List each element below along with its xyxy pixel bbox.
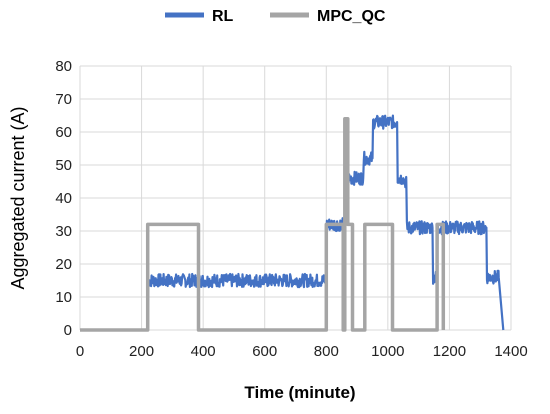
y-tick-label: 80	[55, 58, 72, 75]
y-tick-label: 0	[64, 322, 72, 339]
y-tick-label: 60	[55, 124, 72, 141]
legend-label-rl: RL	[212, 8, 234, 25]
x-tick-label: 1400	[494, 343, 527, 360]
x-tick-label: 400	[191, 343, 216, 360]
x-tick-label: 1200	[433, 343, 466, 360]
legend-label-mpc-qc: MPC_QC	[317, 8, 386, 25]
x-tick-label: 600	[252, 343, 277, 360]
x-tick-label: 800	[314, 343, 339, 360]
x-axis-title: Time (minute)	[244, 383, 355, 402]
y-axis-title: Aggregated current (A)	[8, 106, 28, 289]
y-tick-label: 20	[55, 256, 72, 273]
legend: RL MPC_QC	[165, 8, 386, 25]
y-tick-labels: 0 10 20 30 40 50 60 70 80	[55, 58, 72, 339]
y-tick-label: 40	[55, 190, 72, 207]
x-tick-labels: 0 200 400 600 800 1000 1200 1400	[76, 343, 528, 360]
series-line-rl	[80, 114, 505, 332]
series-layer	[80, 114, 505, 332]
x-tick-label: 200	[129, 343, 154, 360]
x-tick-label: 1000	[371, 343, 404, 360]
x-tick-label: 0	[76, 343, 84, 360]
y-tick-label: 10	[55, 289, 72, 306]
series-line-mpc-qc	[80, 117, 446, 332]
y-tick-label: 30	[55, 223, 72, 240]
gridlines	[79, 65, 512, 331]
y-tick-label: 50	[55, 157, 72, 174]
y-tick-label: 70	[55, 91, 72, 108]
